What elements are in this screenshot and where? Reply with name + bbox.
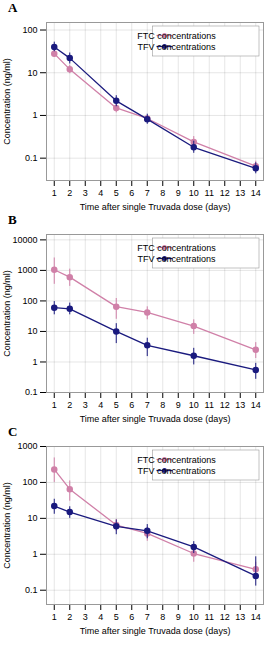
svg-text:14: 14 (251, 188, 261, 198)
svg-text:1: 1 (32, 549, 37, 559)
svg-text:Time after single Truvada dose: Time after single Truvada dose (days) (80, 414, 231, 424)
svg-text:5: 5 (114, 400, 119, 410)
svg-text:1: 1 (52, 400, 57, 410)
svg-text:1000: 1000 (17, 441, 37, 451)
html-text:A: A (8, 0, 18, 15)
svg-text:6: 6 (129, 188, 134, 198)
html-text:C: C (8, 424, 18, 439)
svg-text:4: 4 (98, 188, 103, 198)
svg-text:FTC concentrations: FTC concentrations (137, 31, 216, 41)
svg-text:FTC concentrations: FTC concentrations (137, 455, 216, 465)
svg-text:11: 11 (205, 400, 214, 410)
svg-text:10: 10 (27, 513, 37, 523)
svg-text:11: 11 (205, 188, 214, 198)
svg-text:0.1: 0.1 (25, 153, 38, 163)
svg-text:100: 100 (22, 25, 37, 35)
svg-text:10000: 10000 (12, 235, 37, 245)
svg-text:TFV concentrations: TFV concentrations (137, 466, 216, 476)
svg-text:0.1: 0.1 (25, 585, 38, 595)
svg-text:14: 14 (251, 400, 261, 410)
svg-text:1: 1 (52, 188, 57, 198)
svg-text:1: 1 (32, 357, 37, 367)
svg-text:Concentration (ng/ml): Concentration (ng/ml) (2, 270, 12, 357)
svg-text:3: 3 (83, 612, 88, 622)
svg-text:7: 7 (145, 400, 150, 410)
svg-text:12: 12 (220, 188, 230, 198)
svg-text:9: 9 (176, 188, 181, 198)
svg-text:100: 100 (22, 296, 37, 306)
svg-text:6: 6 (129, 400, 134, 410)
svg-text:10: 10 (189, 612, 199, 622)
svg-text:3: 3 (83, 400, 88, 410)
svg-text:TFV concentrations: TFV concentrations (137, 254, 216, 264)
svg-text:3: 3 (83, 188, 88, 198)
svg-text:13: 13 (235, 400, 245, 410)
svg-text:FTC concentrations: FTC concentrations (137, 243, 216, 253)
svg-text:2: 2 (67, 188, 72, 198)
svg-text:5: 5 (114, 612, 119, 622)
svg-text:TFV concentrations: TFV concentrations (137, 42, 216, 52)
svg-text:7: 7 (145, 612, 150, 622)
svg-text:10: 10 (189, 188, 199, 198)
svg-text:Concentration (ng/ml): Concentration (ng/ml) (2, 482, 12, 569)
svg-text:7: 7 (145, 188, 150, 198)
svg-text:12: 12 (220, 612, 230, 622)
svg-text:2: 2 (67, 400, 72, 410)
svg-text:11: 11 (205, 612, 214, 622)
svg-text:0.1: 0.1 (25, 387, 38, 397)
svg-text:10: 10 (27, 68, 37, 78)
svg-text:8: 8 (160, 400, 165, 410)
svg-text:Time after single Truvada dose: Time after single Truvada dose (days) (80, 626, 231, 636)
svg-text:4: 4 (98, 400, 103, 410)
svg-text:Concentration (ng/ml): Concentration (ng/ml) (2, 58, 12, 145)
svg-text:1000: 1000 (17, 265, 37, 275)
svg-text:12: 12 (220, 400, 230, 410)
svg-text:8: 8 (160, 188, 165, 198)
svg-text:10: 10 (189, 400, 199, 410)
svg-text:10: 10 (27, 326, 37, 336)
svg-text:9: 9 (176, 400, 181, 410)
svg-text:100: 100 (22, 477, 37, 487)
svg-text:1: 1 (52, 612, 57, 622)
html-text:B: B (8, 212, 17, 227)
svg-text:Time after single Truvada dose: Time after single Truvada dose (days) (80, 202, 231, 212)
svg-text:6: 6 (129, 612, 134, 622)
svg-text:2: 2 (67, 612, 72, 622)
svg-text:4: 4 (98, 612, 103, 622)
svg-text:9: 9 (176, 612, 181, 622)
svg-text:13: 13 (235, 188, 245, 198)
svg-text:5: 5 (114, 188, 119, 198)
svg-text:13: 13 (235, 612, 245, 622)
svg-text:1: 1 (32, 110, 37, 120)
svg-text:8: 8 (160, 612, 165, 622)
svg-text:14: 14 (251, 612, 261, 622)
